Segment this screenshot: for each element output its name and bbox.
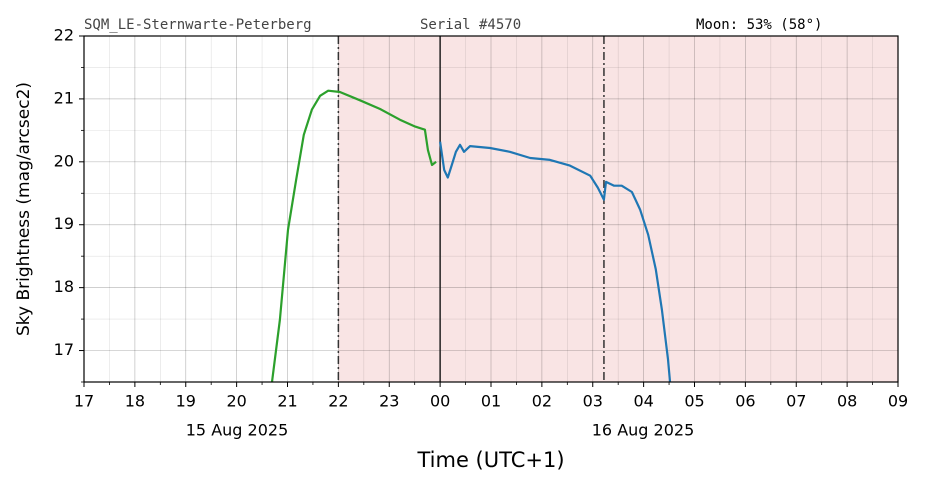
x-tick-label: 03 <box>583 392 603 411</box>
x-tick-label: 19 <box>176 392 196 411</box>
x-tick-label: 20 <box>226 392 246 411</box>
date-label: 16 Aug 2025 <box>592 421 695 440</box>
y-tick-label: 21 <box>54 88 74 107</box>
brightness-line <box>270 89 437 382</box>
date-label: 15 Aug 2025 <box>186 421 289 440</box>
x-tick-label: 02 <box>532 392 552 411</box>
x-tick-label: 05 <box>684 392 704 411</box>
y-tick-label: 17 <box>54 340 74 359</box>
x-tick-label: 18 <box>125 392 145 411</box>
x-tick-label: 23 <box>379 392 399 411</box>
x-tick-label: 08 <box>837 392 857 411</box>
x-tick-label: 17 <box>74 392 94 411</box>
x-tick-label: 09 <box>888 392 908 411</box>
x-axis-label: Time (UTC+1) <box>416 448 564 472</box>
y-tick-label: 18 <box>54 277 74 296</box>
x-tick-label: 00 <box>430 392 450 411</box>
x-tick-label: 22 <box>328 392 348 411</box>
station-name: SQM_LE-Sternwarte-Peterberg <box>84 17 312 33</box>
y-tick-label: 20 <box>54 151 74 170</box>
brightness-line <box>439 141 672 382</box>
x-tick-label: 06 <box>735 392 755 411</box>
y-axis-label: Sky Brightness (mag/arcsec2) <box>14 82 34 336</box>
x-tick-label: 21 <box>277 392 297 411</box>
serial-number: Serial #4570 <box>420 17 521 33</box>
moon-info: Moon: 53% (58°) <box>696 17 822 33</box>
x-tick-label: 01 <box>481 392 501 411</box>
x-tick-label: 04 <box>633 392 653 411</box>
y-tick-label: 22 <box>54 26 74 45</box>
x-tick-label: 07 <box>786 392 806 411</box>
y-tick-label: 19 <box>54 214 74 233</box>
night-shading <box>338 36 898 382</box>
